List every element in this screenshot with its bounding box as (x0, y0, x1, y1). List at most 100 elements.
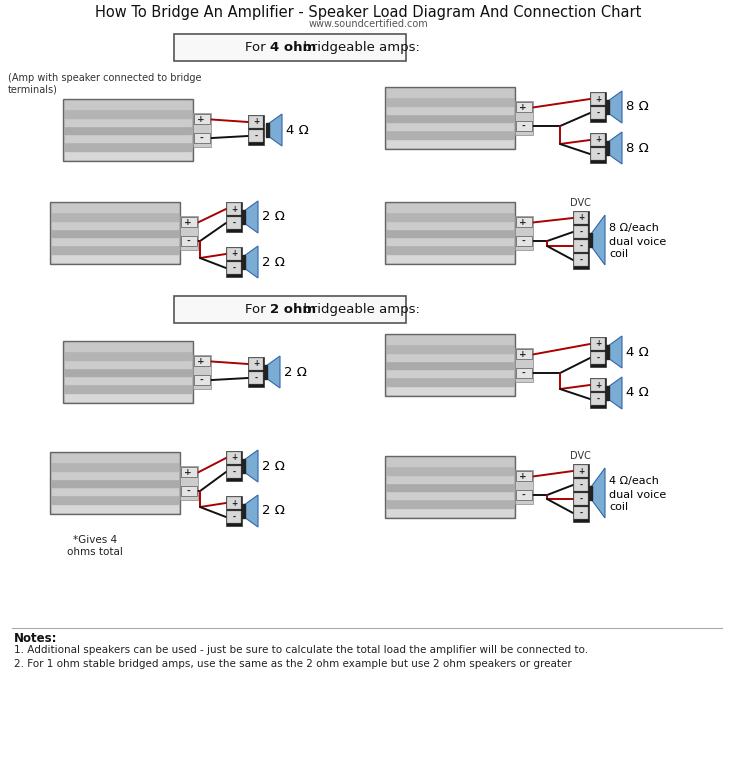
Bar (227, 511, 241, 523)
Polygon shape (266, 356, 280, 388)
Bar (266, 123, 269, 137)
Bar (591, 107, 605, 119)
Bar (516, 368, 532, 378)
Text: How To Bridge An Amplifier - Speaker Load Diagram And Connection Chart: How To Bridge An Amplifier - Speaker Loa… (95, 5, 641, 21)
Text: -: - (233, 468, 236, 477)
Polygon shape (591, 215, 605, 265)
Text: 4 Ω: 4 Ω (286, 124, 308, 137)
Bar (180, 216, 198, 250)
Bar (248, 357, 264, 387)
Bar (52, 462, 178, 471)
Text: For: For (245, 303, 270, 316)
Bar (387, 212, 513, 221)
Text: +: + (519, 472, 527, 481)
Bar (65, 151, 191, 159)
Text: -: - (521, 368, 525, 377)
Bar (387, 204, 513, 212)
Bar (387, 386, 513, 394)
Text: +: + (519, 103, 527, 112)
Bar (574, 254, 588, 266)
Text: +: + (231, 498, 237, 507)
Bar (194, 357, 210, 367)
Text: -: - (579, 241, 583, 251)
Text: *Gives 4
ohms total: *Gives 4 ohms total (67, 535, 123, 557)
Text: 2 Ω: 2 Ω (262, 459, 285, 472)
Bar (65, 351, 191, 360)
Bar (52, 237, 178, 245)
FancyBboxPatch shape (174, 34, 406, 61)
Text: 4 Ω/each: 4 Ω/each (609, 476, 659, 486)
Text: -: - (521, 237, 525, 245)
Bar (387, 237, 513, 245)
Bar (387, 345, 513, 352)
Bar (589, 233, 592, 247)
Text: -: - (579, 494, 583, 503)
Bar (249, 130, 263, 142)
Bar (65, 118, 191, 126)
Text: +: + (184, 218, 192, 227)
Bar (63, 341, 193, 403)
Text: www.soundcertified.com: www.soundcertified.com (308, 19, 428, 29)
Bar (385, 456, 515, 518)
Bar (591, 393, 605, 405)
Text: 1. Additional speakers can be used - just be sure to calculate the total load th: 1. Additional speakers can be used - jus… (14, 645, 588, 655)
Bar (387, 97, 513, 105)
Text: -: - (579, 509, 583, 517)
Bar (387, 500, 513, 508)
Text: -: - (596, 108, 600, 118)
Bar (590, 337, 606, 367)
Bar (387, 114, 513, 122)
Text: dual voice: dual voice (609, 237, 666, 247)
Bar (591, 134, 605, 146)
Bar (591, 148, 605, 160)
Bar (516, 471, 532, 481)
Bar (227, 497, 241, 509)
Bar (52, 487, 178, 495)
Text: 2. For 1 ohm stable bridged amps, use the same as the 2 ohm example but use 2 oh: 2. For 1 ohm stable bridged amps, use th… (14, 659, 572, 669)
Bar (180, 466, 198, 500)
Bar (65, 343, 191, 351)
Bar (387, 139, 513, 147)
Polygon shape (608, 377, 622, 409)
Bar (516, 236, 532, 246)
Bar (193, 355, 211, 389)
Bar (227, 452, 241, 464)
Text: +: + (197, 115, 205, 124)
Bar (52, 454, 178, 462)
Bar (226, 451, 242, 481)
Text: -: - (186, 487, 190, 496)
Polygon shape (268, 114, 282, 146)
Bar (227, 217, 241, 229)
Bar (194, 375, 210, 385)
Bar (385, 87, 515, 149)
Text: +: + (253, 360, 259, 368)
Text: -: - (521, 490, 525, 500)
Text: +: + (595, 135, 601, 144)
Bar (591, 93, 605, 105)
Bar (515, 348, 533, 382)
Polygon shape (244, 495, 258, 527)
Bar (52, 254, 178, 262)
Text: +: + (231, 454, 237, 462)
Bar (591, 338, 605, 350)
Bar (194, 133, 210, 143)
Bar (516, 218, 532, 228)
Text: +: + (595, 339, 601, 348)
Bar (387, 474, 513, 483)
Text: -: - (233, 219, 236, 228)
Bar (387, 122, 513, 131)
Bar (516, 121, 532, 131)
Bar (606, 345, 609, 359)
Text: +: + (595, 95, 601, 103)
Text: -: - (579, 228, 583, 237)
Bar (387, 483, 513, 491)
Bar (589, 486, 592, 500)
Bar (227, 248, 241, 260)
Bar (387, 105, 513, 114)
Bar (242, 504, 245, 518)
Text: coil: coil (609, 502, 628, 512)
Bar (606, 100, 609, 114)
Bar (515, 101, 533, 135)
Bar (516, 102, 532, 112)
Bar (193, 113, 211, 147)
